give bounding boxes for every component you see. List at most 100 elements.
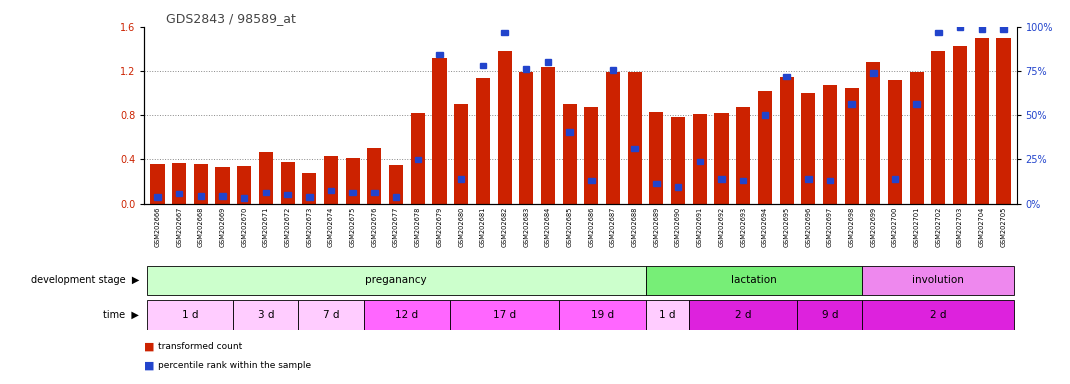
- Text: GSM202679: GSM202679: [437, 207, 443, 247]
- Text: GSM202669: GSM202669: [219, 207, 226, 247]
- Bar: [559, 300, 645, 329]
- Bar: [827, 177, 834, 183]
- Text: percentile rank within the sample: percentile rank within the sample: [158, 361, 311, 370]
- Bar: [241, 195, 247, 201]
- Bar: [233, 300, 299, 329]
- Text: GSM202676: GSM202676: [371, 207, 378, 247]
- Bar: [147, 266, 645, 295]
- Text: transformed count: transformed count: [158, 342, 243, 351]
- Bar: [346, 158, 360, 204]
- Bar: [154, 194, 160, 200]
- Text: GSM202670: GSM202670: [241, 207, 247, 247]
- Text: GSM202699: GSM202699: [870, 207, 876, 247]
- Bar: [454, 104, 469, 204]
- Bar: [215, 167, 230, 204]
- Text: 17 d: 17 d: [493, 310, 516, 320]
- Bar: [797, 300, 862, 329]
- Text: GSM202678: GSM202678: [415, 207, 421, 247]
- Bar: [262, 190, 270, 195]
- Bar: [780, 76, 794, 204]
- Text: GSM202687: GSM202687: [610, 207, 616, 247]
- Text: involution: involution: [913, 275, 964, 285]
- Bar: [147, 300, 233, 329]
- Text: GSM202685: GSM202685: [567, 207, 572, 247]
- Text: 9 d: 9 d: [822, 310, 838, 320]
- Bar: [935, 30, 942, 35]
- Bar: [645, 300, 689, 329]
- Bar: [1000, 26, 1007, 32]
- Bar: [350, 190, 356, 195]
- Bar: [762, 113, 768, 118]
- Text: GSM202694: GSM202694: [762, 207, 768, 247]
- Text: 3 d: 3 d: [258, 310, 274, 320]
- Text: GSM202672: GSM202672: [285, 207, 291, 247]
- Bar: [914, 101, 920, 107]
- Bar: [364, 300, 450, 329]
- Bar: [566, 129, 572, 134]
- Text: GSM202688: GSM202688: [631, 207, 638, 247]
- Bar: [979, 26, 985, 32]
- Bar: [280, 162, 294, 204]
- Bar: [498, 51, 511, 204]
- Text: ■: ■: [144, 361, 158, 371]
- Bar: [172, 163, 186, 204]
- Text: GSM202673: GSM202673: [306, 207, 312, 247]
- Bar: [631, 146, 638, 151]
- Text: GSM202698: GSM202698: [849, 207, 855, 247]
- Text: 1 d: 1 d: [659, 310, 675, 320]
- Text: GSM202683: GSM202683: [523, 207, 530, 247]
- Bar: [198, 193, 204, 199]
- Bar: [219, 193, 226, 199]
- Bar: [411, 113, 425, 204]
- Text: GSM202695: GSM202695: [783, 207, 790, 247]
- Text: preganancy: preganancy: [365, 275, 427, 285]
- Bar: [545, 60, 551, 65]
- Bar: [479, 63, 486, 68]
- Bar: [718, 177, 724, 182]
- Bar: [238, 166, 251, 204]
- Bar: [563, 104, 577, 204]
- Bar: [957, 24, 963, 30]
- Text: lactation: lactation: [731, 275, 777, 285]
- Bar: [740, 177, 747, 183]
- Text: GSM202674: GSM202674: [328, 207, 334, 247]
- Bar: [327, 187, 334, 193]
- Text: GSM202703: GSM202703: [957, 207, 963, 247]
- Bar: [476, 78, 490, 204]
- Bar: [393, 194, 399, 200]
- Text: ■: ■: [144, 342, 158, 352]
- Text: GSM202681: GSM202681: [479, 207, 486, 247]
- Bar: [628, 72, 642, 204]
- Bar: [324, 156, 338, 204]
- Text: GSM202702: GSM202702: [935, 207, 942, 247]
- Bar: [194, 164, 208, 204]
- Text: GSM202689: GSM202689: [654, 207, 659, 247]
- Bar: [675, 184, 682, 190]
- Text: time  ▶: time ▶: [103, 310, 139, 320]
- Text: GSM202700: GSM202700: [892, 207, 898, 247]
- Text: GSM202677: GSM202677: [393, 207, 399, 247]
- Bar: [302, 173, 317, 204]
- Bar: [371, 190, 378, 195]
- Text: GSM202668: GSM202668: [198, 207, 204, 247]
- Bar: [299, 300, 364, 329]
- Bar: [645, 266, 862, 295]
- Bar: [697, 159, 703, 164]
- Bar: [931, 51, 946, 204]
- Bar: [715, 113, 729, 204]
- Text: GSM202671: GSM202671: [263, 207, 269, 247]
- Text: 2 d: 2 d: [735, 310, 751, 320]
- Text: 12 d: 12 d: [396, 310, 418, 320]
- Bar: [367, 148, 381, 204]
- Bar: [862, 266, 1014, 295]
- Bar: [458, 177, 464, 182]
- Bar: [862, 300, 1014, 329]
- Bar: [588, 177, 595, 183]
- Text: GSM202680: GSM202680: [458, 207, 464, 247]
- Text: GSM202692: GSM202692: [718, 207, 724, 247]
- Bar: [653, 181, 659, 186]
- Bar: [758, 91, 771, 204]
- Bar: [953, 46, 967, 204]
- Bar: [975, 38, 989, 204]
- Text: GSM202704: GSM202704: [979, 207, 984, 247]
